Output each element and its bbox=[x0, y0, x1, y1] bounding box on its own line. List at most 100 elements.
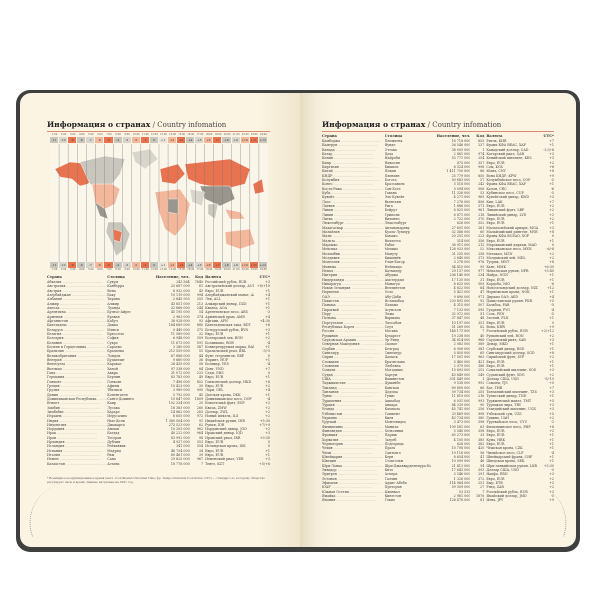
table-cell: 126 476 000 bbox=[449, 498, 471, 503]
table-cell: 387 bbox=[196, 344, 204, 349]
table-cell: 54 410 000 bbox=[451, 264, 471, 269]
table-cell: Мозамбик bbox=[322, 252, 385, 256]
table-cell: 25 779 000 bbox=[451, 173, 471, 178]
table-cell: Хараре bbox=[107, 409, 120, 414]
table-cell: 6 625 000 bbox=[453, 281, 471, 286]
table-cell: Кипр bbox=[322, 161, 385, 165]
table-cell: Мадагаскар bbox=[322, 226, 385, 230]
table-cell: +3 bbox=[265, 457, 270, 462]
tz-offset-cell: -3 bbox=[122, 262, 132, 268]
table-cell: 43 734 000 bbox=[451, 416, 471, 420]
table-cell: Кордоба, NIO bbox=[486, 281, 510, 286]
table-cell: Сомони, TJS bbox=[486, 381, 508, 386]
table-cell: Новый шекель, ILS bbox=[205, 414, 239, 419]
table-cell: 5 460 000 bbox=[453, 359, 471, 364]
table-cell: +1 bbox=[549, 359, 554, 364]
table-cell: 10 099 000 bbox=[451, 459, 471, 464]
table-cell: +3 bbox=[549, 225, 554, 230]
table-cell: +5 bbox=[549, 398, 554, 403]
tz-time-label: 5:00 bbox=[88, 268, 94, 271]
table-cell: Беларусь bbox=[47, 328, 107, 332]
table-cell: -5/-10 bbox=[544, 377, 554, 382]
table-cell: Болгария bbox=[47, 336, 107, 340]
table-cell: 386 bbox=[478, 364, 485, 369]
table-cell: Афгани, AFN bbox=[205, 318, 228, 323]
table-cell: Афганистан bbox=[47, 319, 107, 323]
table-cell: +8 bbox=[549, 424, 554, 429]
table-cell: Тенге, KZT bbox=[205, 461, 225, 466]
table-cell: Анкара bbox=[384, 403, 398, 408]
table-cell: +1 bbox=[549, 364, 554, 369]
table-cell: Таиланд bbox=[322, 386, 385, 390]
table-cell: 977 bbox=[478, 268, 485, 273]
table-cell: Евро, EUR bbox=[205, 453, 224, 458]
table-cell: Иран bbox=[47, 436, 107, 440]
right-page: Информация о странах / Country infomatio… bbox=[300, 93, 576, 547]
table-cell: 1 326 000 bbox=[453, 476, 471, 481]
table-cell: Сукре bbox=[107, 340, 118, 345]
tz-offset-cell: -9 bbox=[68, 137, 78, 143]
table-cell: 39 bbox=[198, 453, 204, 458]
tz-time-label: 9:00 bbox=[124, 268, 130, 271]
table-cell: +2 bbox=[265, 401, 270, 406]
table-cell: Найра, NGN bbox=[486, 273, 508, 278]
table-cell: Вьетнам bbox=[47, 367, 107, 371]
table-cell: Евро, EUR bbox=[486, 238, 505, 243]
table-cell: Доминиканское песо, DOP bbox=[205, 396, 252, 401]
table-cell: Великобритания bbox=[47, 354, 107, 358]
table-cell: 3 280 000 bbox=[172, 344, 190, 349]
table-cell: Дублин bbox=[107, 440, 121, 445]
table-cell: 855 bbox=[478, 139, 485, 143]
table-cell: Гана bbox=[47, 371, 107, 375]
table-cell: Дирхам ОАЭ, AED bbox=[486, 294, 519, 299]
tz-time-label: 9:00 bbox=[124, 133, 130, 136]
map-region-india bbox=[207, 203, 219, 220]
table-cell: Ямайка bbox=[322, 494, 385, 498]
table-row: ПакистанИсламабад 220 892 000 92Пакистанск… bbox=[322, 299, 554, 303]
tz-time-label: 2:00 bbox=[60, 268, 67, 271]
table-cell: Россия bbox=[322, 329, 385, 333]
table-cell: 9 890 000 bbox=[453, 294, 471, 299]
table-cell: -5 bbox=[550, 190, 554, 195]
table-cell: Малайзия bbox=[322, 230, 385, 234]
table-cell: Катманду bbox=[384, 268, 402, 273]
table-cell: Евро, EUR bbox=[205, 331, 224, 336]
table-cell: 1 bbox=[482, 147, 485, 152]
table-row: СингапурСингапур 5 850 000 65Сингапурский … bbox=[322, 351, 554, 355]
table-cell: 5 421 000 bbox=[453, 290, 471, 295]
table-cell: Марокко bbox=[322, 243, 385, 247]
table-cell: Абуджа bbox=[384, 273, 399, 278]
table-cell: Кип, LAK bbox=[486, 199, 503, 204]
table-cell: +4 bbox=[549, 294, 554, 299]
table-cell: 856 bbox=[478, 199, 485, 204]
table-cell: Дания bbox=[47, 393, 107, 397]
table-cell: 15 893 000 bbox=[451, 368, 471, 373]
table-header: Страна Столица Население, чел. Код Валюта UTC… bbox=[47, 274, 270, 280]
table-cell: 374 bbox=[196, 314, 204, 319]
table-cell: Додома bbox=[384, 390, 398, 395]
table-cell: Манагуа bbox=[384, 281, 400, 286]
table-cell: Ливия bbox=[322, 213, 385, 217]
table-cell: Катар bbox=[322, 152, 385, 156]
table-cell: 382 bbox=[478, 441, 485, 446]
table-cell: Пакистан bbox=[322, 299, 385, 303]
table-cell: 26 546 000 bbox=[451, 143, 471, 148]
table-cell: Лусака bbox=[107, 405, 120, 410]
tz-time-label: 11:00 bbox=[141, 268, 149, 271]
table-cell: Сана bbox=[107, 457, 116, 462]
table-cell: Венгрия bbox=[47, 358, 107, 362]
table-cell: 992 bbox=[478, 381, 485, 386]
table-cell: +2 bbox=[549, 212, 554, 217]
table-cell: Новозеландский доллар, NZD bbox=[486, 286, 538, 291]
tz-offset-cell: -2 bbox=[131, 137, 141, 143]
